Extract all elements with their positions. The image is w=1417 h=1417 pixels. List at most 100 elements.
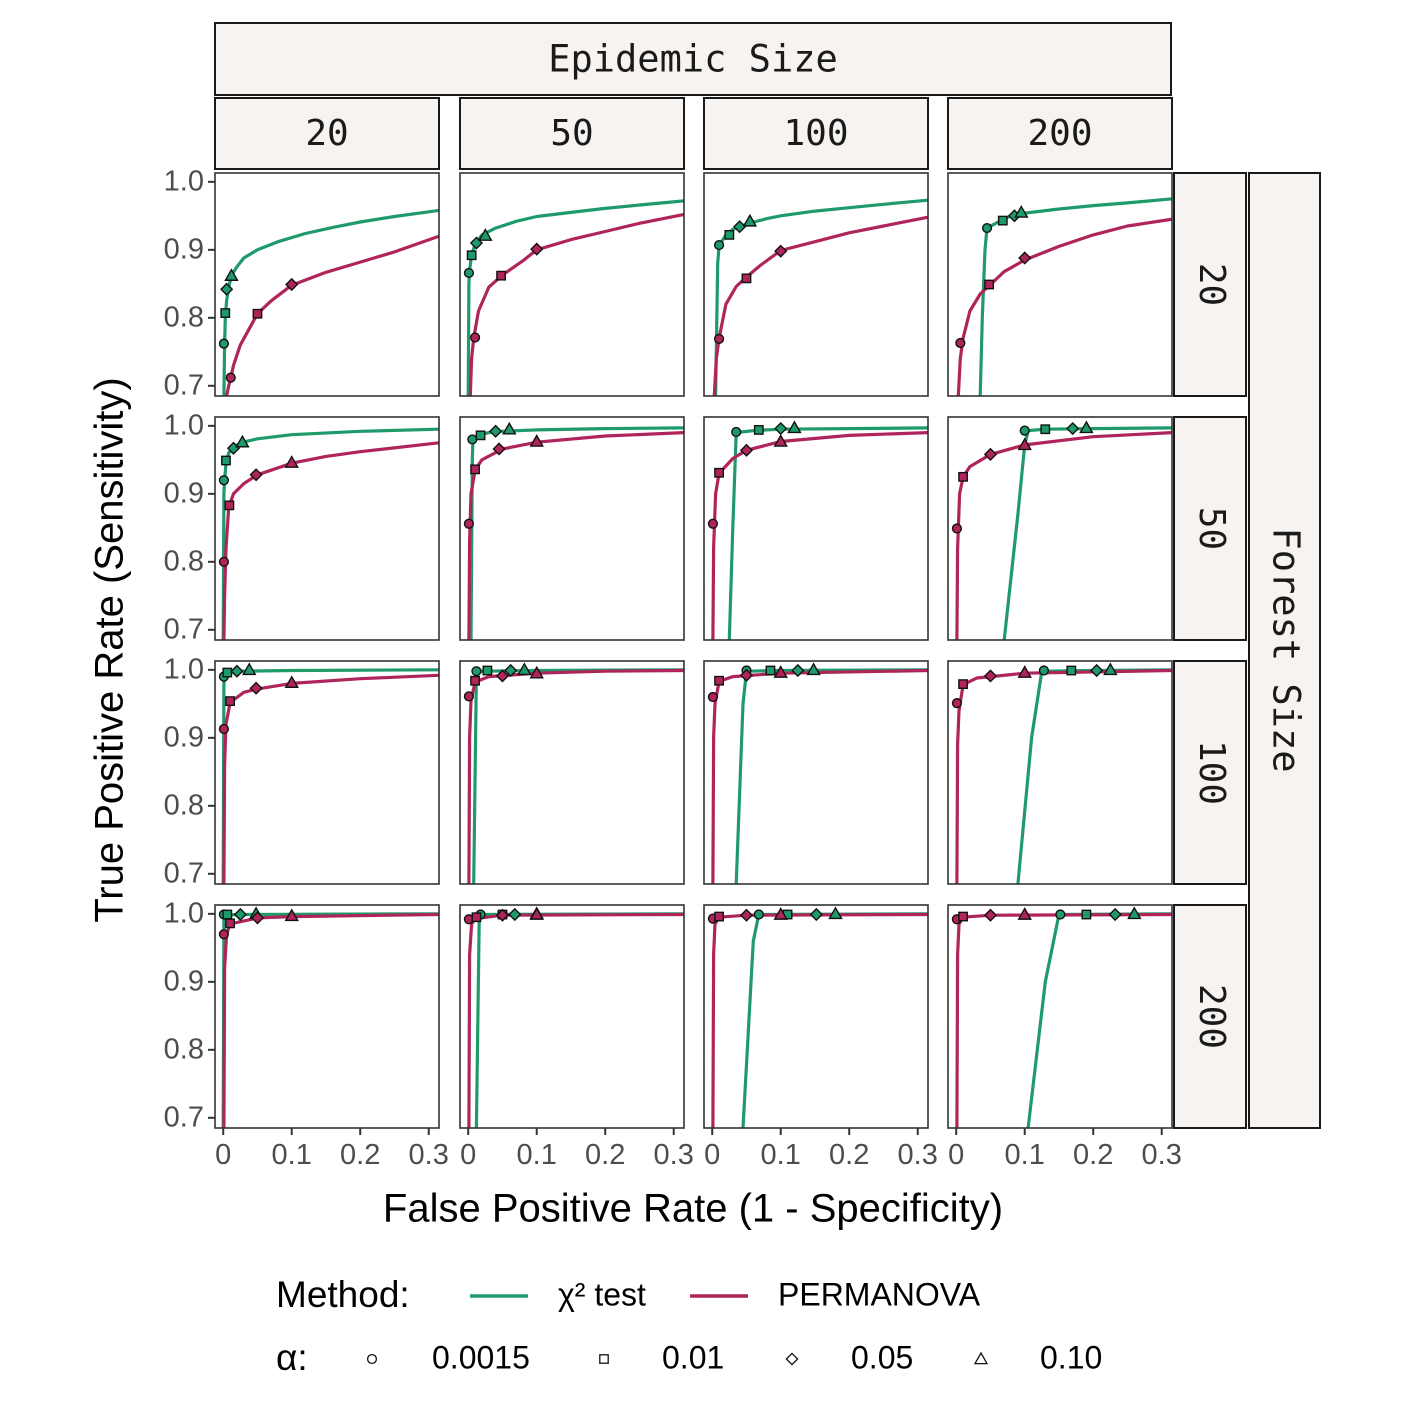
permanova-alpha-0.05-point <box>495 669 510 683</box>
y-tick-label: 1.0 <box>164 653 204 685</box>
x-tick-label: 0 <box>948 1139 964 1171</box>
chi2-alpha-0.01-point <box>475 430 486 441</box>
panel-row100-col50 <box>459 660 685 885</box>
legend-alpha-0.10-shape <box>973 1351 989 1365</box>
chi2-alpha-0.05-point <box>809 907 823 922</box>
chi2-alpha-0.0015-point <box>981 222 993 234</box>
permanova-alpha-0.05-point <box>285 277 299 292</box>
permanova-alpha-0.10-point <box>1017 437 1032 451</box>
panel-row200-col20 <box>214 904 440 1129</box>
panel-row50-col20 <box>214 416 440 641</box>
chi2-alpha-0.05-point <box>489 424 503 438</box>
chi2-alpha-0.01-point <box>222 667 233 678</box>
chi2-alpha-0.0015-point <box>1019 425 1030 436</box>
panel-background <box>460 417 684 640</box>
col-strip-100 <box>703 97 929 170</box>
col-strip-200 <box>947 97 1173 170</box>
panel-border <box>459 416 685 641</box>
chi2-alpha-0.05-point <box>791 663 805 678</box>
legend-permanova-label: PERMANOVA <box>778 1276 981 1312</box>
permanova-alpha-0.01-point <box>984 279 995 290</box>
legend: Method: χ² test PERMANOVA α: 0.0015 0.01 0… <box>276 1274 1102 1378</box>
permanova-alpha-0.10-point <box>529 907 544 920</box>
col-label-100: 100 <box>783 113 848 154</box>
x-tick-label: 0 <box>460 1139 476 1171</box>
panel-row100-col20 <box>214 660 440 885</box>
permanova-alpha-0.0015-point <box>951 523 963 534</box>
panel-border <box>703 660 929 885</box>
row-strip-50 <box>1173 416 1247 641</box>
permanova-alpha-0.10-point <box>284 455 299 468</box>
chi2-alpha-0.10-point <box>1079 420 1094 434</box>
permanova-alpha-0.01-point <box>224 500 235 511</box>
permanova-alpha-0.10-point <box>1017 665 1032 678</box>
chi2-alpha-0.01-point <box>222 909 233 920</box>
panel-row200-col200 <box>947 904 1173 1129</box>
permanova-roc-curve <box>467 668 684 884</box>
chi2-alpha-0.01-point <box>1066 665 1077 676</box>
permanova-alpha-0.05-point <box>492 442 506 456</box>
panel-row20-col200 <box>947 172 1173 397</box>
chi2-alpha-0.01-point <box>1081 909 1092 920</box>
permanova-alpha-0.05-point <box>983 669 998 683</box>
panel-background <box>948 905 1172 1128</box>
facet-col-title: Epidemic Size <box>548 38 838 81</box>
permanova-alpha-0.10-point <box>529 665 544 679</box>
permanova-alpha-0.01-point <box>714 911 724 922</box>
panel-row200-col100 <box>703 904 929 1129</box>
legend-alpha-title: α: <box>276 1337 308 1378</box>
col-label-200: 200 <box>1027 113 1092 154</box>
permanova-alpha-0.0015-point <box>218 929 230 940</box>
y-tick-label: 0.9 <box>164 721 204 753</box>
chi2-alpha-0.10-point <box>224 268 239 281</box>
panel-border <box>947 660 1173 885</box>
chi2-alpha-0.01-point <box>221 455 231 466</box>
chi2-alpha-0.0015-point <box>713 239 725 251</box>
panel-border <box>459 660 685 885</box>
y-tick-label: 0.7 <box>164 857 204 889</box>
permanova-alpha-0.10-point <box>529 434 544 447</box>
legend-chi2-label: χ² test <box>558 1276 646 1312</box>
x-tick-label: 0.3 <box>409 1139 449 1171</box>
x-axis-title: False Positive Rate (1 - Specificity) <box>383 1187 1003 1231</box>
col-strip-50 <box>459 97 685 170</box>
y-tick-label: 0.8 <box>164 789 204 821</box>
x-tick-label: 0.3 <box>898 1139 938 1171</box>
permanova-alpha-0.05-point <box>983 447 998 461</box>
chi2-alpha-0.10-point <box>828 906 843 920</box>
legend-alpha-label: 0.0015 <box>432 1339 530 1375</box>
permanova-alpha-0.05-point <box>249 468 263 482</box>
legend-alpha-0.0015-shape <box>366 1353 378 1365</box>
chi2-alpha-0.0015-point <box>467 434 478 445</box>
permanova-alpha-0.01-point <box>714 467 724 478</box>
y-tick-label: 0.9 <box>164 965 204 997</box>
row-label-100: 100 <box>1191 740 1232 805</box>
x-tick-label: 0.1 <box>761 1139 801 1171</box>
chi2-alpha-0.05-point <box>220 282 234 296</box>
panel-border <box>947 172 1173 397</box>
permanova-alpha-0.05-point <box>495 908 510 922</box>
row-strip-20 <box>1173 172 1247 397</box>
x-tick-label: 0.2 <box>340 1139 380 1171</box>
chi2-alpha-0.05-point <box>1090 663 1104 678</box>
permanova-alpha-0.05-point <box>1018 251 1032 265</box>
chi2-alpha-0.05-point <box>733 220 747 234</box>
chi2-alpha-0.0015-point <box>218 475 230 486</box>
panel-border <box>703 172 929 397</box>
legend-alpha-0.01-shape <box>599 1354 609 1364</box>
facet-row-title: Forest Size <box>1265 527 1308 772</box>
y-tick-label: 0.8 <box>164 545 204 577</box>
y-tick-label: 0.8 <box>164 1033 204 1065</box>
permanova-alpha-0.05-point <box>739 443 754 457</box>
permanova-alpha-0.0015-point <box>469 332 481 343</box>
y-tick-label: 1.0 <box>164 409 204 441</box>
permanova-alpha-0.01-point <box>958 679 968 690</box>
permanova-alpha-0.0015-point <box>218 556 230 567</box>
panel-background <box>460 661 684 884</box>
panel-border <box>214 172 440 397</box>
permanova-alpha-0.01-point <box>714 675 724 686</box>
row-strip-100 <box>1173 660 1247 885</box>
panel-row100-col200 <box>947 660 1173 885</box>
permanova-alpha-0.01-point <box>958 471 968 482</box>
